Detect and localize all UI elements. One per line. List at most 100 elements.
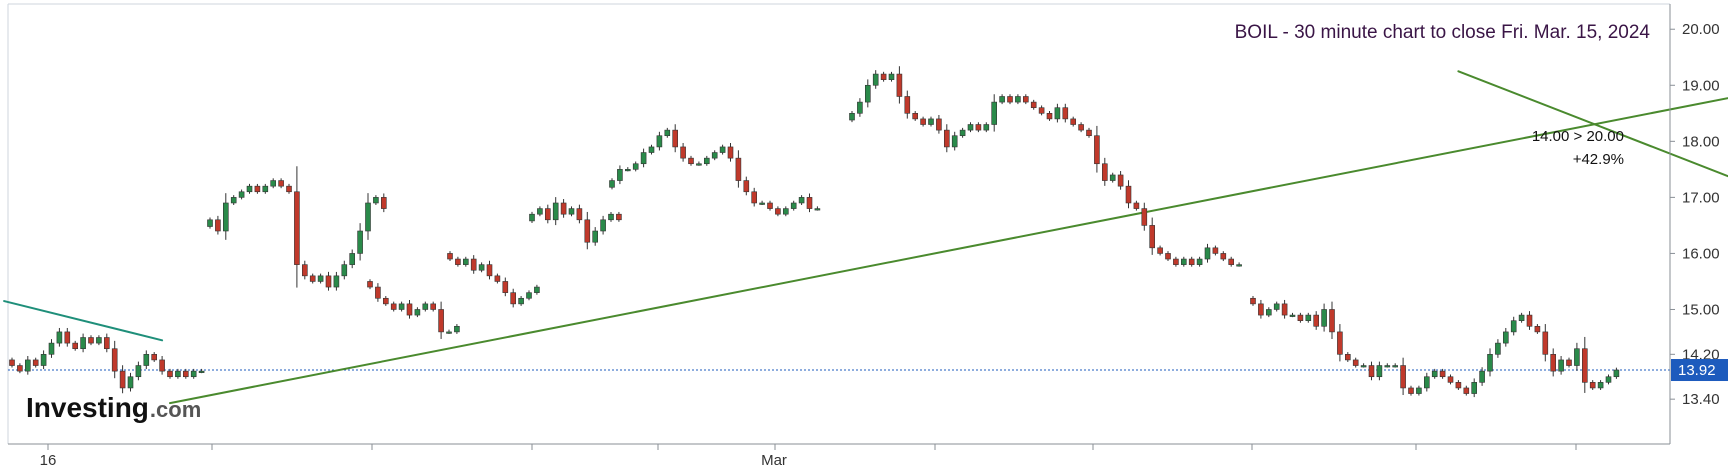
candle (872, 70, 879, 89)
candle-body-down (672, 129, 679, 148)
candle (1400, 357, 1406, 396)
candle-body-up (40, 354, 47, 366)
candle (382, 296, 389, 306)
candle-body-up (422, 303, 429, 310)
candle-body-down (1070, 118, 1076, 125)
candle (888, 71, 895, 82)
candle-body-up (1321, 309, 1327, 327)
candle-body-up (664, 129, 671, 137)
candle-body-down (584, 219, 591, 243)
candle-body-up (1204, 247, 1211, 260)
candle-body-up (1503, 331, 1509, 344)
candle-body-up (462, 258, 469, 265)
candle (991, 94, 998, 132)
candle-body-down (9, 359, 15, 366)
candle (936, 114, 942, 134)
candle-body-up (1181, 258, 1187, 265)
candle (1117, 171, 1124, 190)
candle-body-up (270, 180, 277, 187)
candle-body-down (1038, 107, 1045, 114)
candle-body-up (446, 331, 452, 334)
candle-body-up (798, 197, 805, 204)
candle (215, 215, 221, 235)
candle (422, 301, 429, 312)
candle (975, 122, 982, 133)
candle (1558, 356, 1564, 375)
candle-body-down (1220, 253, 1227, 260)
candle (309, 273, 316, 284)
y-tick-label: 13.40 (1682, 391, 1720, 408)
candle (1281, 299, 1288, 319)
candle-body-down (406, 303, 413, 316)
candle (759, 200, 765, 205)
candle-body-down (438, 309, 444, 333)
candle-body-down (1228, 258, 1234, 265)
candle (207, 217, 213, 229)
candle (119, 365, 126, 394)
candle (920, 116, 926, 127)
candle (17, 363, 23, 374)
candle-body-down (1102, 163, 1108, 181)
candle-body-up (648, 146, 655, 153)
axis-layer: 20.0019.0018.0017.0016.0015.0014.2013.40… (8, 4, 1728, 469)
candle (190, 368, 197, 379)
candle (751, 187, 758, 207)
candle-body-up (999, 96, 1005, 103)
candle (390, 301, 397, 312)
candle-body-up (959, 129, 966, 137)
candle (1321, 303, 1327, 332)
x-tick-label: Mar (761, 452, 787, 469)
candle (664, 127, 671, 138)
candle (24, 356, 31, 375)
candle-body-down (743, 180, 750, 193)
candle-body-down (325, 275, 332, 288)
candle-body-down (375, 286, 381, 299)
investing-logo-wordmark: Investing.com (26, 392, 201, 423)
candle (609, 178, 615, 190)
candle-body-up (414, 309, 421, 316)
candle (1337, 324, 1343, 362)
candle-body-down (380, 197, 387, 209)
candle (96, 335, 102, 346)
candle (414, 307, 421, 318)
candle-body-up (1510, 320, 1517, 333)
candle-body-up (1196, 258, 1203, 265)
candle (1297, 312, 1304, 323)
candle (600, 215, 606, 235)
candle-body-down (616, 213, 622, 221)
candle-body-up (872, 73, 879, 86)
candle-body-down (1030, 101, 1037, 108)
candle (198, 368, 205, 374)
candle-body-up (262, 185, 269, 193)
candle (1086, 127, 1092, 138)
candle (1345, 352, 1351, 362)
candle-body-up (1273, 303, 1280, 310)
candle (1062, 103, 1069, 123)
candle (1173, 256, 1179, 267)
candle (454, 324, 460, 334)
candle-body-down (17, 365, 23, 372)
candle-body-down (1212, 247, 1219, 254)
candle-body-down (301, 264, 308, 277)
candle (1305, 312, 1312, 323)
candle-body-up (1392, 365, 1398, 368)
candle-body-down (1368, 365, 1375, 378)
candle (584, 211, 591, 250)
candle-body-up (190, 370, 197, 378)
y-tick-label: 15.00 (1682, 301, 1720, 318)
candle-body-up (888, 73, 895, 80)
candle (9, 357, 15, 368)
candle (1220, 251, 1227, 262)
candle-body-up (790, 202, 797, 209)
candle-body-up (1015, 96, 1021, 103)
candle (317, 273, 324, 284)
candle (912, 111, 919, 121)
candle (1236, 262, 1242, 267)
candle-body-up (1289, 314, 1296, 317)
candle (617, 165, 623, 185)
candle (1416, 385, 1422, 396)
candle (333, 271, 340, 291)
candle (398, 301, 405, 312)
gain-range-annotation: 14.00 > 20.00 (1532, 128, 1624, 145)
candle (510, 288, 517, 308)
